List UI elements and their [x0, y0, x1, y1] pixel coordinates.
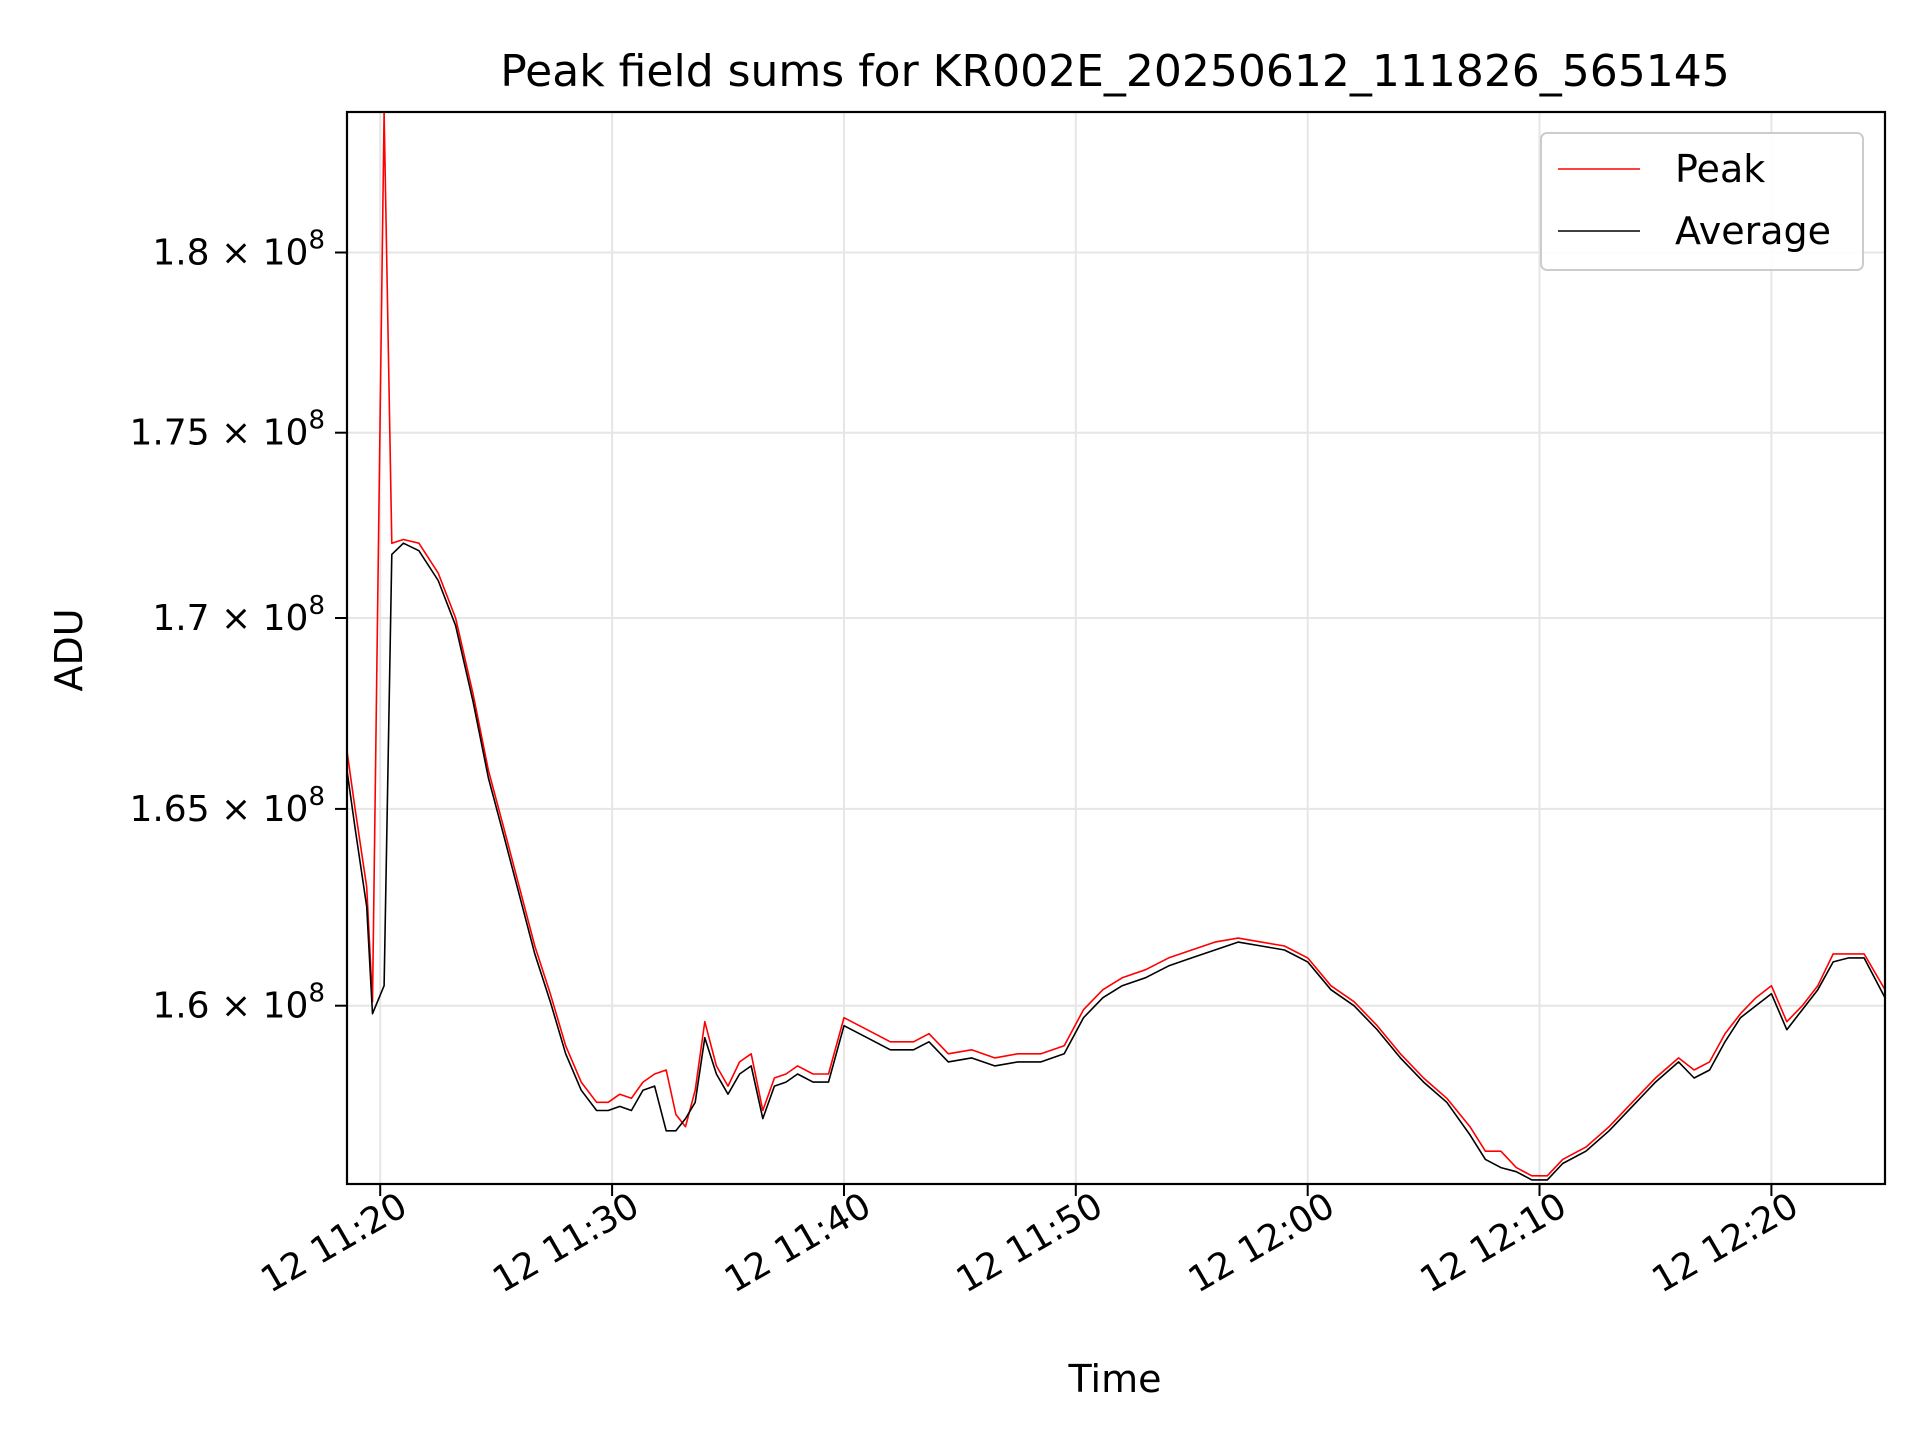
y-tick-label: 1.7 × 108 [152, 591, 325, 639]
legend-label-peak: Peak [1675, 147, 1765, 191]
grid [347, 112, 1885, 1184]
chart-title: Peak field sums for KR002E_20250612_1118… [500, 46, 1730, 97]
plot-frame [345, 110, 1887, 1186]
legend-box [1540, 132, 1864, 271]
y-tick-label: 1.6 × 108 [152, 979, 325, 1027]
y-axis: 1.6 × 108 1.65 × 108 1.7 × 108 1.75 × 108 1.… [129, 226, 347, 1027]
y-tick-label: 1.65 × 108 [129, 782, 325, 830]
series-line-average [347, 542, 1885, 1181]
x-axis-label: Time [1068, 1357, 1162, 1401]
y-axis-label: ADU [47, 608, 91, 691]
y-tick-label: 1.75 × 108 [129, 406, 325, 454]
series-layer [347, 112, 1885, 1181]
y-tick-label: 1.8 × 108 [152, 226, 325, 274]
legend: Peak Average [1540, 132, 1864, 271]
series-line-peak [347, 112, 1885, 1177]
legend-label-average: Average [1675, 209, 1831, 253]
